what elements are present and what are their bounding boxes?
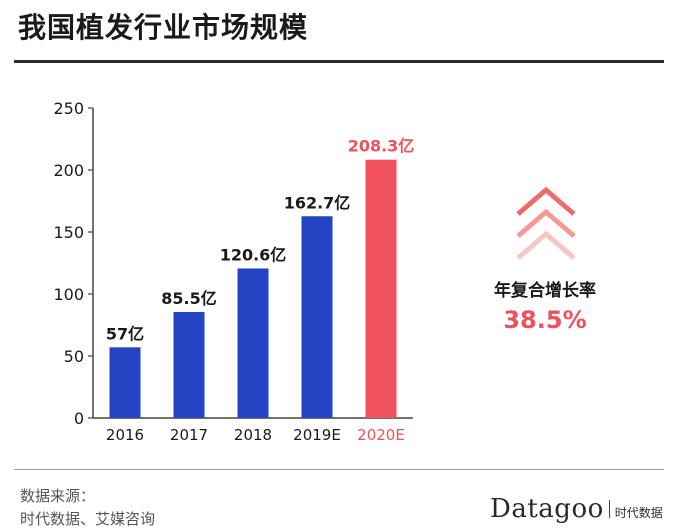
y-tick-label: 150 <box>53 223 84 242</box>
source-text: 时代数据、艾媒咨询 <box>20 510 156 528</box>
logo-separator <box>608 500 610 518</box>
bar <box>301 216 333 418</box>
y-tick-label: 100 <box>53 285 84 304</box>
x-tick-label: 2018 <box>234 426 272 444</box>
bar-chart: 0 50 100 150 200 250 57亿 2016 85.5亿 2017 120.6亿 201… <box>53 99 576 444</box>
logo-subtitle: 时代数据 <box>614 506 663 520</box>
bar-data-label: 85.5亿 <box>161 289 216 308</box>
datagoo-logo: Datagoo 时代数据 <box>490 494 663 524</box>
cagr-label: 年复合增长率 <box>494 281 596 301</box>
y-tick-label: 50 <box>64 347 84 366</box>
bar-data-label: 162.7亿 <box>284 193 351 212</box>
y-tick-label: 250 <box>53 99 84 118</box>
title-divider <box>14 60 664 63</box>
bar-data-label: 57亿 <box>106 324 144 343</box>
bar <box>365 159 397 418</box>
bar-data-label: 120.6亿 <box>220 245 287 264</box>
bar <box>109 347 141 418</box>
growth-arrows-icon <box>516 186 576 260</box>
y-tick-label: 200 <box>53 161 84 180</box>
x-tick-label: 2020E <box>357 426 405 444</box>
cagr-value: 38.5% <box>503 306 587 334</box>
source-label: 数据来源： <box>20 487 96 505</box>
bar <box>237 268 269 418</box>
bar-data-label: 208.3亿 <box>348 137 415 156</box>
y-tick-label: 0 <box>74 409 84 428</box>
x-tick-label: 2019E <box>293 426 341 444</box>
footer-divider <box>14 469 664 470</box>
x-tick-label: 2016 <box>106 426 144 444</box>
chart-title: 我国植发行业市场规模 <box>18 11 309 44</box>
bar <box>173 311 205 418</box>
x-tick-label: 2017 <box>170 426 208 444</box>
logo-wordmark: Datagoo <box>490 494 604 524</box>
